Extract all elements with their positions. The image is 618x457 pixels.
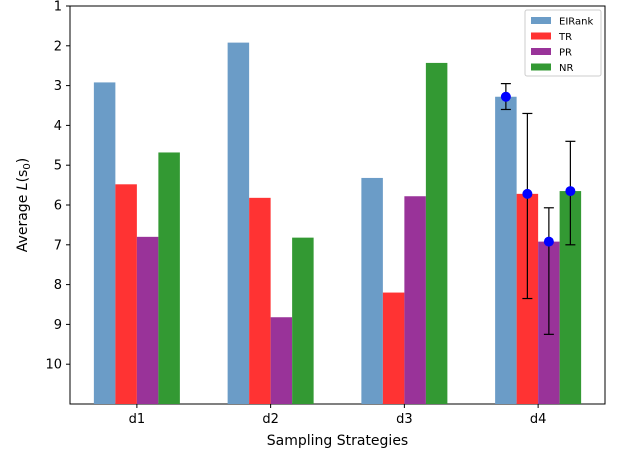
y-tick-label-5: 5 xyxy=(54,159,62,174)
y-axis-label-subscript: 0 xyxy=(22,163,33,169)
legend-box xyxy=(524,9,602,77)
y-tick-label-8: 8 xyxy=(54,278,62,293)
x-axis-label: Sampling Strategies xyxy=(267,433,408,449)
legend-swatch-pr xyxy=(531,48,551,55)
bar-tr-d1 xyxy=(115,184,137,404)
y-tick-label-2: 2 xyxy=(54,39,62,54)
y-tick-label-7: 7 xyxy=(54,238,62,253)
legend-label-pr: PR xyxy=(559,48,572,59)
y-tick-label-3: 3 xyxy=(54,79,62,94)
bar-eirank-d4 xyxy=(495,96,517,404)
y-axis-label-arg-open: (s xyxy=(15,170,31,183)
legend-swatch-nr xyxy=(531,63,551,71)
error-bars-group xyxy=(500,83,576,335)
x-tick-label-d2: d2 xyxy=(262,412,279,427)
y-tick-label-1: 1 xyxy=(54,0,62,15)
bar-pr-d2 xyxy=(270,317,293,404)
legend-label-eirank: EIRank xyxy=(559,17,593,28)
bars-group xyxy=(93,42,582,405)
x-tick-label-d4: d4 xyxy=(530,412,547,427)
x-tick-label-d1: d1 xyxy=(129,412,146,427)
y-axis-label-arg-close: ) xyxy=(15,158,31,163)
mean-marker-tr xyxy=(522,188,533,199)
bar-tr-d3 xyxy=(382,292,405,404)
y-axis-label-prefix: Average xyxy=(15,190,31,252)
y-tick-label-6: 6 xyxy=(54,199,62,214)
y-tick-label-9: 9 xyxy=(54,318,62,333)
y-tick-label-10: 10 xyxy=(45,358,62,373)
y-axis-label-variable: L xyxy=(15,182,31,190)
mean-marker-pr xyxy=(543,236,554,247)
bar-pr-d3 xyxy=(404,196,426,404)
bar-pr-d1 xyxy=(136,236,159,404)
y-axis-label: Average L(s0) xyxy=(15,158,33,252)
bar-nr-d3 xyxy=(425,62,448,404)
bar-tr-d2 xyxy=(249,197,271,404)
y-tick-label-4: 4 xyxy=(54,119,62,134)
legend-label-tr: TR xyxy=(558,32,572,43)
bar-nr-d2 xyxy=(292,237,314,404)
legend-swatch-eirank xyxy=(531,17,551,24)
legend-label-nr: NR xyxy=(559,63,573,74)
mean-marker-eirank xyxy=(500,91,511,102)
bar-nr-d1 xyxy=(158,152,180,404)
x-tick-label-d3: d3 xyxy=(396,412,413,427)
mean-marker-nr xyxy=(565,186,576,197)
y-axis: 1 2 3 4 5 6 7 8 9 10 xyxy=(45,0,70,373)
bar-eirank-d1 xyxy=(93,82,116,404)
bar-nr-d4 xyxy=(559,191,582,404)
bar-eirank-d2 xyxy=(227,42,250,405)
x-axis: d1 d2 d3 d4 xyxy=(129,404,547,427)
legend: EIRank TR PR NR xyxy=(524,9,602,77)
legend-swatch-tr xyxy=(531,32,551,40)
bar-eirank-d3 xyxy=(361,177,383,404)
